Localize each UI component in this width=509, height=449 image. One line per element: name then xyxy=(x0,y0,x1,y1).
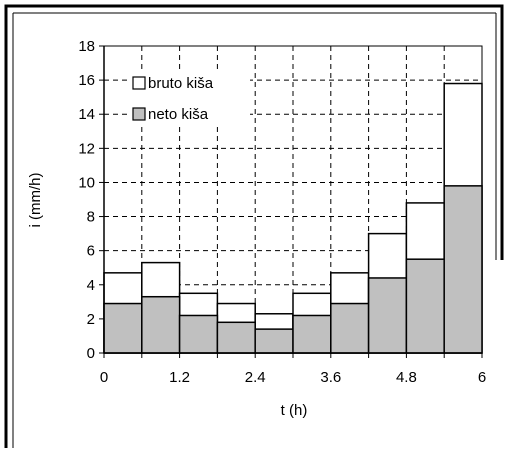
legend-box xyxy=(128,69,250,125)
legend-swatch-bruto xyxy=(132,76,146,90)
y-tick-label-3: 6 xyxy=(87,243,95,260)
y-tick-label-0: 0 xyxy=(87,345,95,362)
y-tick-label-7: 14 xyxy=(78,106,95,123)
x-tick-label-1: 1.2 xyxy=(169,369,190,386)
bars-layer xyxy=(103,82,483,354)
y-tick-label-8: 16 xyxy=(78,72,95,89)
bar-neto-4 xyxy=(254,328,294,354)
y-tick-label-4: 8 xyxy=(87,209,95,226)
bar-neto-1 xyxy=(141,295,181,354)
ticks-layer: 0 2 4 6 8 10 12 14 16 18 0 1.2 2.4 3.6 4.8 6 xyxy=(78,38,486,386)
bar-neto-8 xyxy=(405,258,445,354)
x-tick-label-2: 2.4 xyxy=(245,369,266,386)
legend-label-neto: neto kiša xyxy=(148,106,209,123)
bar-neto-9 xyxy=(443,185,483,354)
bar-neto-6 xyxy=(330,302,370,354)
y-tick-label-5: 10 xyxy=(78,174,95,191)
x-tick-label-0: 0 xyxy=(100,369,108,386)
bar-neto-0 xyxy=(103,302,143,354)
bar-neto-2 xyxy=(178,314,219,354)
bar-neto-3 xyxy=(216,321,256,354)
x-tick-label-4: 4.8 xyxy=(396,369,417,386)
y-tick-label-1: 2 xyxy=(87,311,95,328)
x-axis-title: t (h) xyxy=(281,402,308,419)
outer-frame xyxy=(4,4,504,448)
y-tick-label-9: 18 xyxy=(78,38,95,55)
bar-neto-7 xyxy=(367,277,408,354)
y-axis-title: i (mm/h) xyxy=(27,173,44,228)
y-tick-label-6: 12 xyxy=(78,140,95,157)
legend-label-bruto: bruto kiša xyxy=(148,75,214,92)
y-tick-label-2: 4 xyxy=(87,277,95,294)
legend-swatch-neto xyxy=(132,107,146,121)
x-tick-label-3: 3.6 xyxy=(320,369,341,386)
x-tick-label-5: 6 xyxy=(478,369,486,386)
bar-neto-5 xyxy=(292,314,332,354)
legend: bruto kiša neto kiša xyxy=(128,69,250,125)
